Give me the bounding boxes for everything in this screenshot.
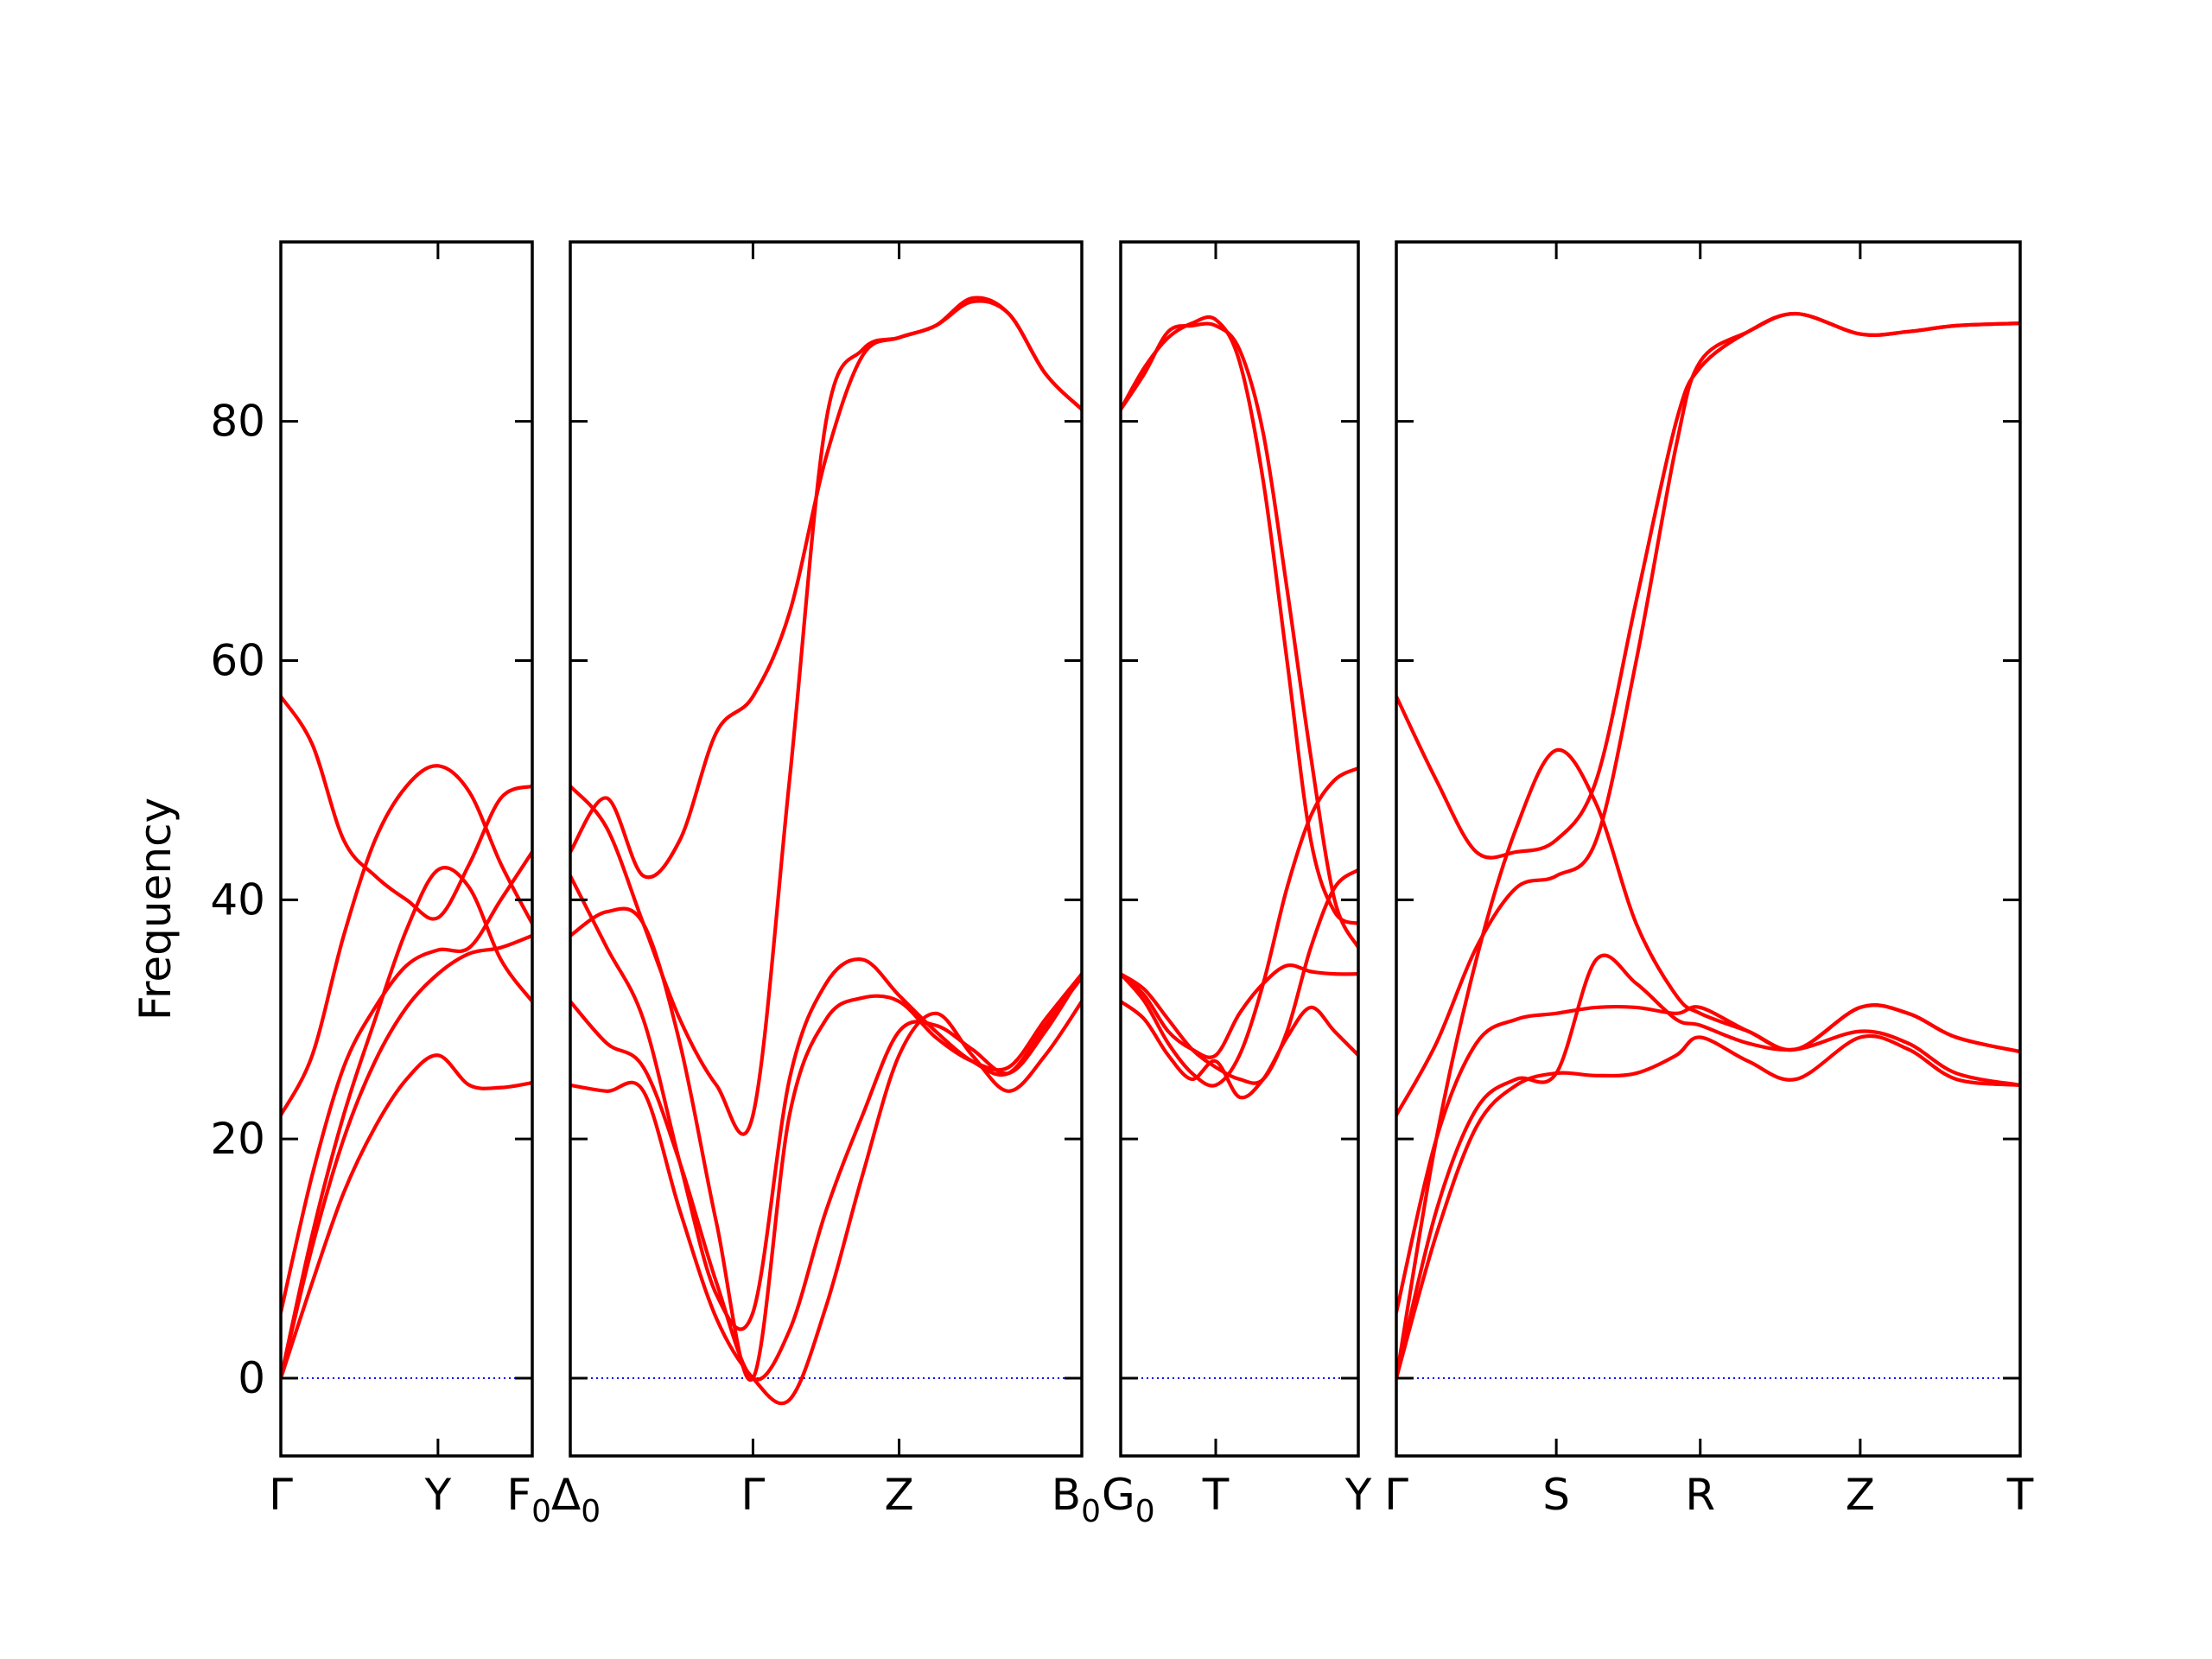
band-lines — [1121, 315, 1358, 1100]
band-4 — [281, 866, 532, 1381]
x-tick-label: Z — [884, 1470, 913, 1520]
band-5 — [281, 764, 532, 1117]
panel-2 — [569, 240, 1084, 1458]
panel-frame — [279, 240, 534, 1458]
x-tick-label: T — [2006, 1470, 2034, 1520]
x-tick-label: Y — [1344, 1470, 1372, 1520]
panel-frame — [569, 240, 1084, 1458]
band-2 — [1121, 963, 1358, 1059]
x-tick-label: Γ — [1384, 1470, 1408, 1520]
x-tick-label: Z — [1846, 1470, 1875, 1520]
x-tick-label: S — [1542, 1470, 1570, 1520]
band-3 — [281, 849, 532, 1314]
band-6 — [570, 296, 1082, 880]
band-lines — [1396, 311, 2020, 1381]
band-1 — [570, 999, 1082, 1406]
band-6 — [281, 694, 532, 921]
band-lines — [281, 694, 532, 1381]
x-tick-label: F0 — [506, 1470, 551, 1529]
x-tick-label: T — [1202, 1470, 1230, 1520]
panel-4 — [1395, 240, 2022, 1458]
band-2 — [570, 972, 1082, 1382]
x-tick-label: R — [1685, 1470, 1715, 1520]
x-tick-label: B0 — [1052, 1470, 1101, 1529]
band-4 — [570, 874, 1082, 1332]
band-2 — [281, 933, 532, 1381]
band-6 — [1121, 766, 1358, 1088]
y-tick-label: 80 — [210, 397, 265, 447]
band-5 — [1396, 747, 2020, 1381]
band-1 — [1121, 999, 1358, 1100]
x-tick-label: Γ — [741, 1470, 765, 1520]
y-tick-label: 60 — [210, 635, 265, 685]
panel-1 — [279, 240, 534, 1458]
band-3 — [1396, 1003, 2020, 1314]
y-tick-label: 0 — [238, 1353, 265, 1403]
band-4 — [1396, 311, 2020, 1117]
x-tick-label: G0 — [1102, 1470, 1155, 1529]
band-3 — [1121, 868, 1358, 1085]
band-5 — [1121, 315, 1358, 926]
band-5 — [570, 299, 1082, 1136]
panel-frame — [1119, 240, 1360, 1458]
y-tick-label: 20 — [210, 1114, 265, 1164]
panel-frame — [1395, 240, 2022, 1458]
band-6 — [1396, 311, 2020, 860]
x-tick-label: Y — [424, 1470, 452, 1520]
x-tick-label: Γ — [269, 1470, 293, 1520]
y-axis-label: Frequency — [130, 798, 181, 1020]
band-1 — [281, 1053, 532, 1381]
band-1 — [1396, 1034, 2020, 1381]
band-2 — [1396, 953, 2020, 1381]
x-tick-label: Δ0 — [551, 1470, 601, 1529]
y-tick-label: 40 — [210, 874, 265, 925]
band-4 — [1121, 321, 1358, 950]
panel-3 — [1119, 240, 1360, 1458]
band-lines — [570, 296, 1082, 1406]
